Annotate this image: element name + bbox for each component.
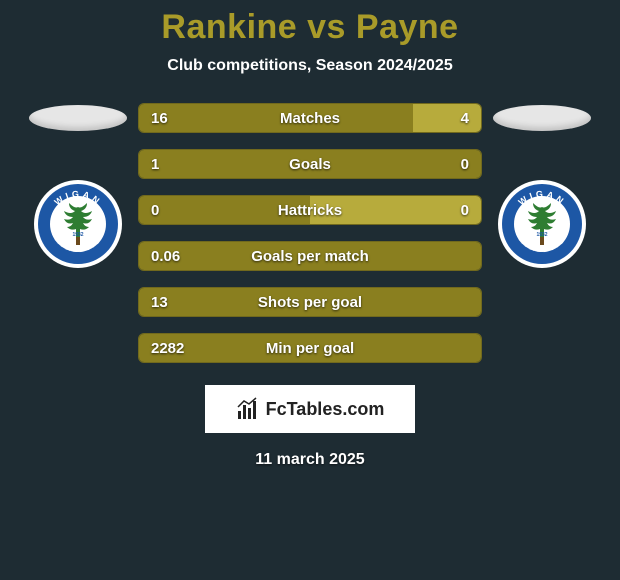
branding-text: FcTables.com bbox=[266, 399, 385, 420]
wigan-badge-icon: WIGAN ATHLETIC 1932 bbox=[497, 179, 587, 269]
stat-bar-row: Shots per goal13 bbox=[138, 287, 482, 317]
stat-bar-left-fill bbox=[139, 288, 481, 316]
svg-text:1932: 1932 bbox=[536, 232, 547, 238]
stat-bar-row: Goals10 bbox=[138, 149, 482, 179]
stat-bars: Matches164 Goals10 Hattricks00 Goals per ma… bbox=[138, 103, 482, 363]
stat-bar-left-fill bbox=[139, 242, 481, 270]
left-player-column: WIGAN ATHLETIC 1932 bbox=[18, 103, 138, 274]
player-silhouette-placeholder bbox=[29, 105, 127, 131]
svg-text:1932: 1932 bbox=[72, 232, 83, 238]
left-club-badge: WIGAN ATHLETIC 1932 bbox=[33, 179, 123, 274]
stat-bar-row: Matches164 bbox=[138, 103, 482, 133]
stat-bar-right-fill bbox=[413, 104, 481, 132]
player-silhouette-placeholder bbox=[493, 105, 591, 131]
right-club-badge: WIGAN ATHLETIC 1932 bbox=[497, 179, 587, 274]
wigan-badge-icon: WIGAN ATHLETIC 1932 bbox=[33, 179, 123, 269]
content-row: WIGAN ATHLETIC 1932 Matches164 Goals10 Hat… bbox=[0, 103, 620, 363]
branding-box: FcTables.com bbox=[205, 385, 415, 433]
page-title: Rankine vs Payne bbox=[0, 0, 620, 47]
stat-bar-left-fill bbox=[139, 104, 413, 132]
stat-bar-row: Goals per match0.06 bbox=[138, 241, 482, 271]
stat-bar-left-fill bbox=[139, 334, 481, 362]
generated-date: 11 march 2025 bbox=[0, 451, 620, 469]
stat-bar-left-fill bbox=[139, 150, 481, 178]
comparison-infographic: Rankine vs Payne Club competitions, Seas… bbox=[0, 0, 620, 580]
chart-icon bbox=[236, 397, 260, 421]
stat-bar-right-fill bbox=[310, 196, 481, 224]
stat-bar-row: Min per goal2282 bbox=[138, 333, 482, 363]
subtitle: Club competitions, Season 2024/2025 bbox=[0, 57, 620, 75]
stat-bar-row: Hattricks00 bbox=[138, 195, 482, 225]
right-player-column: WIGAN ATHLETIC 1932 bbox=[482, 103, 602, 274]
stat-bar-left-fill bbox=[139, 196, 310, 224]
